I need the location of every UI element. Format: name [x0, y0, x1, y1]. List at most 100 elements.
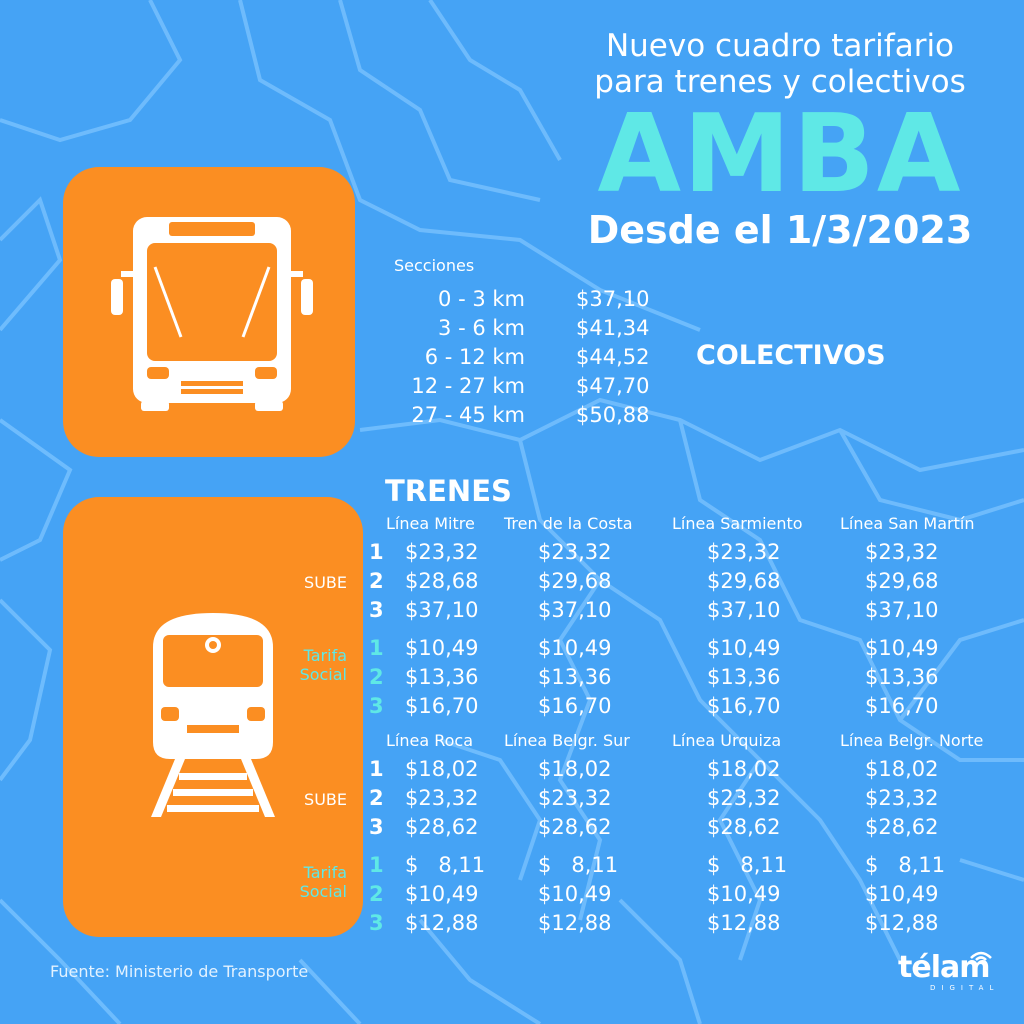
- title-line-2: para trenes y colectivos: [594, 64, 966, 100]
- sube-label: SUBE: [304, 790, 347, 809]
- section-number: 2: [369, 665, 384, 689]
- fare-cell: $10,49: [405, 636, 479, 660]
- fare-cell: $ 8,11: [707, 853, 788, 877]
- section-price: $44,52: [576, 345, 650, 369]
- section-number: 1: [369, 853, 384, 877]
- fare-cell: $12,88: [405, 911, 479, 935]
- fare-cell: $28,62: [405, 815, 479, 839]
- section-number: 2: [369, 569, 384, 593]
- section-range: 0 - 3 km: [438, 287, 525, 311]
- section-number: 1: [369, 636, 384, 660]
- fare-cell: $16,70: [707, 694, 781, 718]
- fare-cell: $37,10: [707, 598, 781, 622]
- tarifa-social-label: Tarifa Social: [285, 863, 347, 901]
- section-price: $47,70: [576, 374, 650, 398]
- sube-label: SUBE: [304, 573, 347, 592]
- fare-cell: $16,70: [865, 694, 939, 718]
- train-line-header: Línea Roca: [386, 731, 474, 750]
- tarifa-social-label-line-2: Social: [299, 665, 347, 684]
- section-number: 2: [369, 786, 384, 810]
- trenes-heading: TRENES: [385, 474, 512, 508]
- tarifa-social-label-line-1: Tarifa: [303, 646, 347, 665]
- fare-cell: $16,70: [538, 694, 612, 718]
- fare-cell: $18,02: [865, 757, 939, 781]
- section-price: $50,88: [576, 403, 650, 427]
- fare-cell: $37,10: [865, 598, 939, 622]
- train-line-header: Línea San Martín: [840, 514, 975, 533]
- fare-cell: $12,88: [865, 911, 939, 935]
- train-line-header: Tren de la Costa: [504, 514, 633, 533]
- logo-subtitle: DIGITAL: [930, 984, 1000, 992]
- fare-cell: $28,62: [865, 815, 939, 839]
- section-number: 1: [369, 540, 384, 564]
- section-number: 2: [369, 882, 384, 906]
- bus-panel: [63, 167, 355, 457]
- train-panel: [63, 497, 363, 937]
- bus-icon: [111, 217, 313, 411]
- section-range: 6 - 12 km: [424, 345, 525, 369]
- fare-cell: $10,49: [707, 636, 781, 660]
- fare-cell: $37,10: [538, 598, 612, 622]
- section-range: 27 - 45 km: [411, 403, 525, 427]
- fare-cell: $10,49: [538, 636, 612, 660]
- fare-cell: $23,32: [707, 786, 781, 810]
- fare-cell: $13,36: [865, 665, 939, 689]
- fare-cell: $28,62: [538, 815, 612, 839]
- fare-cell: $29,68: [707, 569, 781, 593]
- region-title: AMBA: [597, 92, 963, 217]
- title: Nuevo cuadro tarifario para trenes y col…: [560, 28, 1000, 100]
- fare-cell: $23,32: [538, 540, 612, 564]
- fare-cell: $10,49: [865, 636, 939, 660]
- section-number: 3: [369, 598, 384, 622]
- fare-cell: $10,49: [707, 882, 781, 906]
- tarifa-social-label-line-2: Social: [299, 882, 347, 901]
- colectivos-heading: COLECTIVOS: [696, 340, 886, 371]
- section-range: 12 - 27 km: [411, 374, 525, 398]
- fare-cell: $28,62: [707, 815, 781, 839]
- title-line-1: Nuevo cuadro tarifario: [605, 28, 955, 64]
- fare-cell: $23,32: [405, 786, 479, 810]
- fare-cell: $13,36: [707, 665, 781, 689]
- fare-cell: $ 8,11: [865, 853, 946, 877]
- train-icon: [151, 613, 275, 817]
- fare-cell: $12,88: [538, 911, 612, 935]
- fare-cell: $ 8,11: [538, 853, 619, 877]
- fare-cell: $10,49: [865, 882, 939, 906]
- fare-cell: $10,49: [538, 882, 612, 906]
- fare-cell: $18,02: [707, 757, 781, 781]
- train-line-header: Línea Mitre: [386, 514, 475, 533]
- fare-cell: $23,32: [538, 786, 612, 810]
- section-price: $37,10: [576, 287, 650, 311]
- fare-cell: $16,70: [405, 694, 479, 718]
- signal-waves-icon: [970, 951, 992, 961]
- fare-cell: $13,36: [538, 665, 612, 689]
- fare-cell: $18,02: [538, 757, 612, 781]
- fare-cell: $28,68: [405, 569, 479, 593]
- train-line-header: Línea Sarmiento: [672, 514, 803, 533]
- source-note: Fuente: Ministerio de Transporte: [50, 962, 309, 981]
- train-line-header: Línea Belgr. Sur: [504, 731, 630, 750]
- fare-cell: $18,02: [405, 757, 479, 781]
- train-line-header: Línea Urquiza: [672, 731, 782, 750]
- section-number: 3: [369, 815, 384, 839]
- fare-cell: $37,10: [405, 598, 479, 622]
- sections-label: Secciones: [394, 256, 475, 275]
- section-range: 3 - 6 km: [438, 316, 525, 340]
- fare-cell: $23,32: [707, 540, 781, 564]
- section-price: $41,34: [576, 316, 650, 340]
- fare-cell: $23,32: [865, 786, 939, 810]
- train-line-header: Línea Belgr. Norte: [840, 731, 984, 750]
- fare-cell: $23,32: [865, 540, 939, 564]
- fare-cell: $23,32: [405, 540, 479, 564]
- fare-cell: $29,68: [538, 569, 612, 593]
- section-number: 3: [369, 694, 384, 718]
- fare-cell: $29,68: [865, 569, 939, 593]
- effective-date: Desde el 1/3/2023: [587, 208, 973, 252]
- fare-cell: $13,36: [405, 665, 479, 689]
- fare-cell: $ 8,11: [405, 853, 486, 877]
- tarifa-social-label: Tarifa Social: [285, 646, 347, 684]
- tarifa-social-label-line-1: Tarifa: [303, 863, 347, 882]
- section-number: 1: [369, 757, 384, 781]
- section-number: 3: [369, 911, 384, 935]
